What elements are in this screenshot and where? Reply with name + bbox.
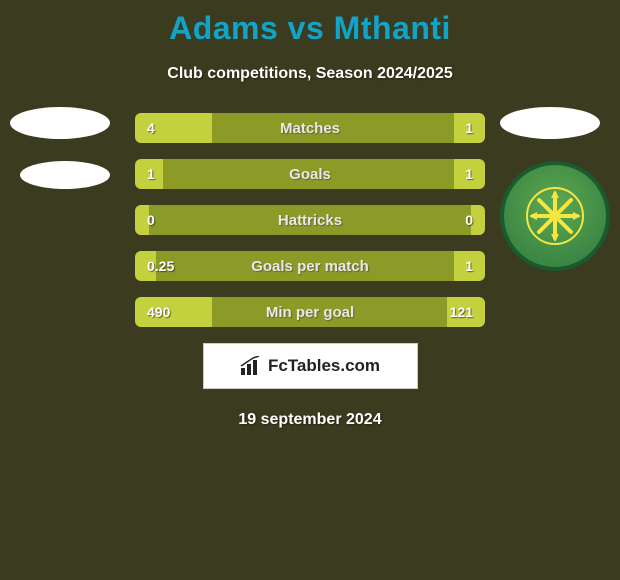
chart-icon [240, 356, 262, 376]
stat-label: Goals [135, 166, 485, 183]
brand-text: FcTables.com [268, 356, 380, 376]
stat-row: 41Matches [135, 113, 485, 143]
right-player-badges [500, 107, 610, 271]
player-left-logo-2 [20, 161, 110, 189]
date-text: 19 september 2024 [0, 411, 620, 429]
stat-row: 490121Min per goal [135, 297, 485, 327]
page-title: Adams vs Mthanti [0, 0, 620, 47]
brand-badge[interactable]: FcTables.com [203, 343, 418, 389]
player-right-club-badge [500, 161, 610, 271]
player-right-logo-1 [500, 107, 600, 139]
arrows-icon [525, 186, 585, 246]
stat-row: 00Hattricks [135, 205, 485, 235]
stat-bars: 41Matches 11Goals 00Hattricks 0.251Goals pe… [135, 113, 485, 327]
stat-label: Goals per match [135, 258, 485, 275]
left-player-badges [10, 107, 110, 211]
player-left-logo-1 [10, 107, 110, 139]
stats-panel: 41Matches 11Goals 00Hattricks 0.251Goals pe… [0, 113, 620, 429]
stat-label: Min per goal [135, 304, 485, 321]
stat-row: 11Goals [135, 159, 485, 189]
stat-label: Hattricks [135, 212, 485, 229]
subtitle: Club competitions, Season 2024/2025 [0, 65, 620, 83]
stat-label: Matches [135, 120, 485, 137]
stat-row: 0.251Goals per match [135, 251, 485, 281]
